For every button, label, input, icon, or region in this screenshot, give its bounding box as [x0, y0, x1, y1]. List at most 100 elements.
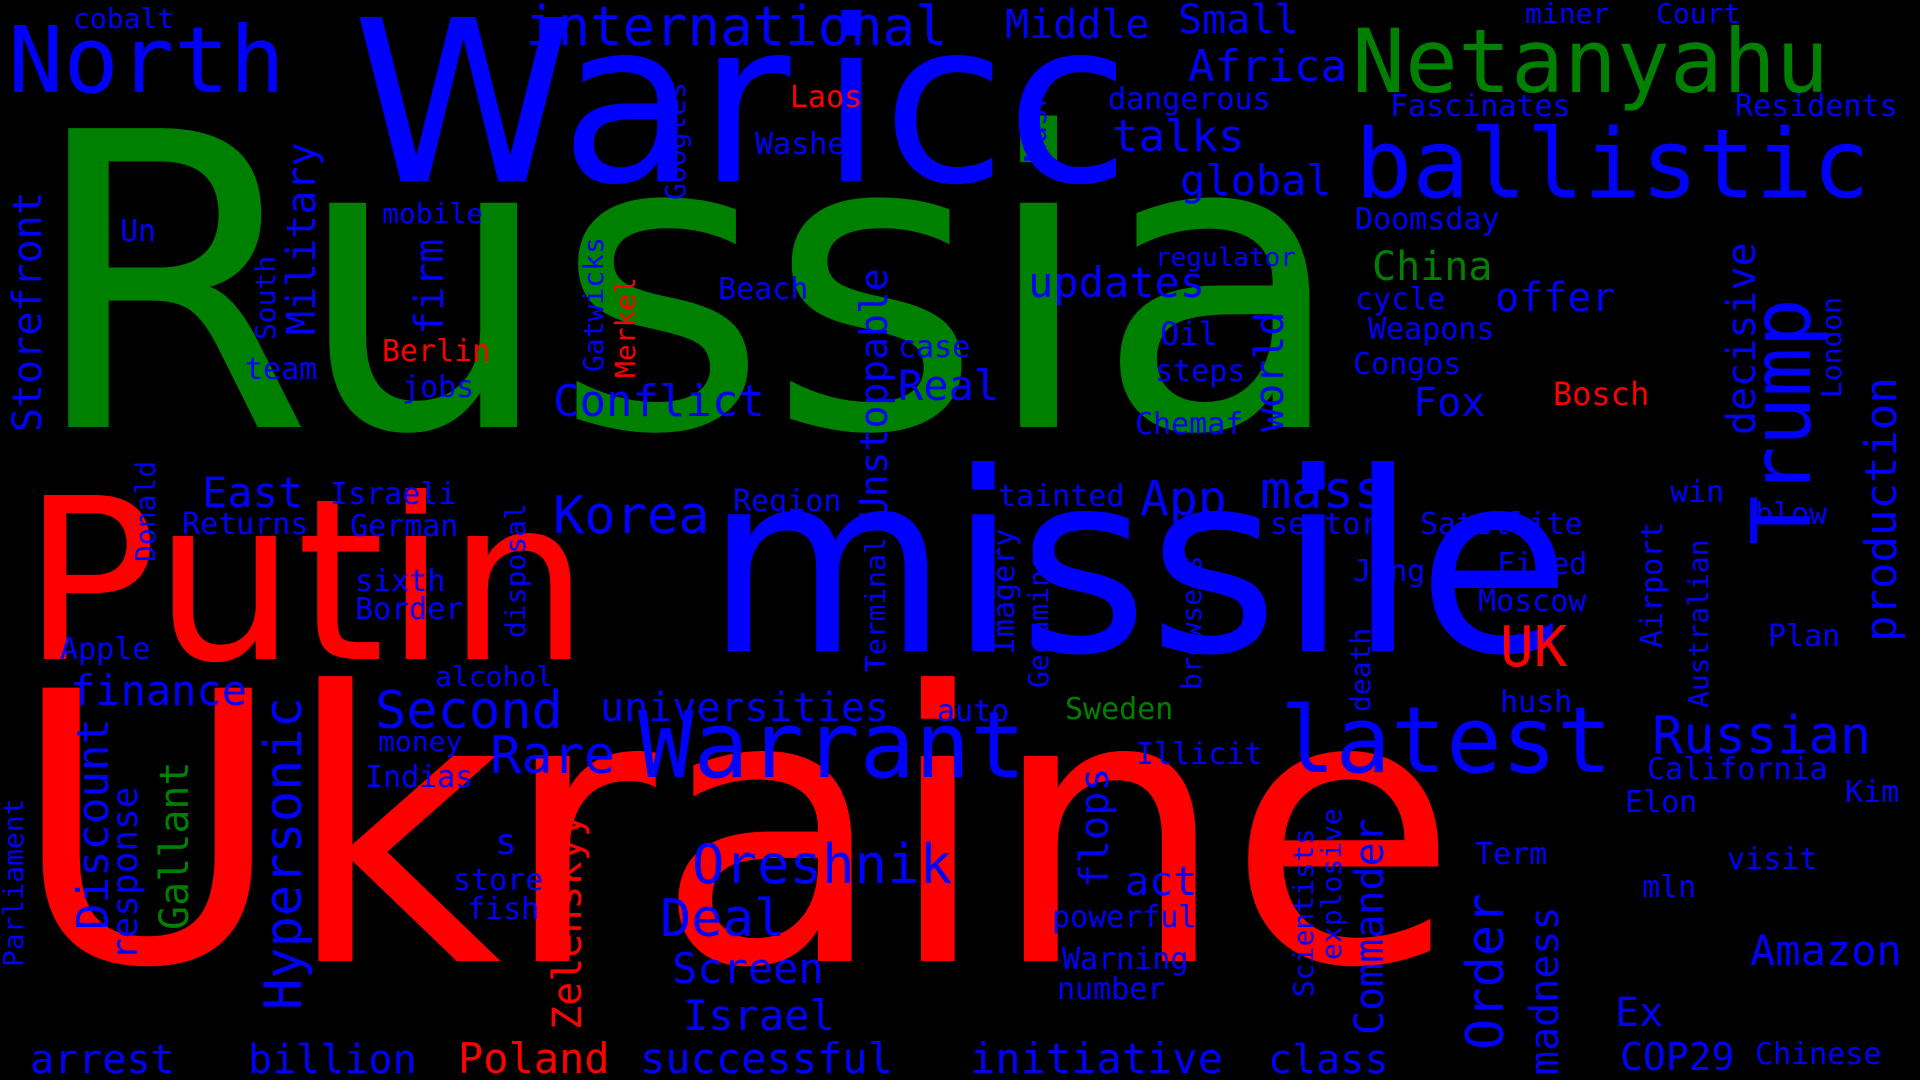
word-merkel: Merkel: [609, 276, 642, 378]
word-putin: Putin: [22, 451, 590, 713]
word-border: Border: [355, 592, 464, 627]
word-alcohol: alcohol: [435, 660, 554, 693]
word-powerful: powerful: [1052, 900, 1197, 935]
word-decisive: decisive: [1719, 242, 1765, 435]
word-blow: blow: [1755, 497, 1828, 532]
word-plan: Plan: [1768, 619, 1841, 654]
word-netanyahu: Netanyahu: [1352, 10, 1829, 113]
word-visit: visit: [1727, 842, 1818, 877]
word-team: team: [245, 352, 318, 387]
word-cop29: COP29: [1620, 1035, 1735, 1079]
word-finance: finance: [70, 666, 248, 715]
word-international: international: [525, 0, 948, 58]
word-class: class: [1268, 1037, 1389, 1080]
word-china: China: [1372, 244, 1493, 290]
word-storefront: Storefront: [5, 191, 51, 432]
word-dangerous: dangerous: [1108, 82, 1271, 117]
word-browsers: browsers: [1175, 555, 1208, 690]
word-number: number: [1057, 972, 1166, 1007]
word-offer: offer: [1495, 275, 1616, 321]
word-doomsday: Doomsday: [1355, 202, 1500, 237]
word-laos: Laos: [790, 80, 863, 115]
word-second: Second: [375, 681, 563, 741]
word-airport: Airport: [1635, 521, 1670, 648]
word-missile: missile: [705, 419, 1572, 710]
word-production: production: [1856, 377, 1907, 642]
word-money: money: [378, 725, 463, 758]
word-beach: Beach: [718, 272, 809, 307]
word-auto: auto: [937, 694, 1010, 729]
word-s: s: [495, 822, 517, 863]
word-gallant: Gallant: [152, 761, 198, 930]
word-googles: Googles: [659, 81, 692, 200]
word-successful: successful: [640, 1034, 893, 1080]
word-death: death: [1344, 627, 1377, 712]
word-bosch: Bosch: [1553, 375, 1650, 413]
word-london: London: [1815, 296, 1848, 398]
word-berlin: Berlin: [382, 334, 491, 369]
word-sixth: sixth: [355, 564, 446, 599]
word-returns: Returns: [182, 507, 309, 542]
word-cycle: cycle: [1355, 282, 1446, 317]
word-ballistic: ballistic: [1355, 110, 1870, 220]
word-kim: Kim: [1845, 775, 1900, 810]
word-cobalt: cobalt: [73, 2, 175, 35]
word-east: East: [202, 468, 304, 517]
word-hypersonic: Hypersonic: [254, 696, 314, 1010]
word-screen: Screen: [672, 944, 824, 993]
word-explosive: explosive: [1315, 808, 1348, 960]
word-rare: Rare: [490, 726, 616, 786]
word-scientists: Scientists: [1287, 828, 1320, 997]
word-israeli: Israeli: [330, 477, 457, 512]
word-order: Order: [1456, 893, 1516, 1050]
word-elon: Elon: [1625, 785, 1698, 820]
word-un: Un: [120, 214, 157, 249]
word-weapons: Weapons: [1368, 312, 1495, 347]
word-talks: talks: [1112, 111, 1245, 162]
word-indias: Indias: [365, 760, 474, 795]
word-parliament: Parliament: [0, 798, 30, 967]
word-korea: Korea: [553, 486, 710, 546]
word-initiative: initiative: [970, 1034, 1223, 1080]
word-middle: Middle: [1005, 2, 1150, 48]
word-fascinates: Fascinates: [1390, 89, 1571, 124]
word-case: case: [898, 330, 971, 365]
word-fish: fish: [467, 892, 540, 927]
word-icc: icc: [820, 0, 1130, 235]
word-miner: miner: [1525, 0, 1610, 30]
word-sweden: Sweden: [1065, 692, 1174, 727]
word-world: world: [1247, 311, 1293, 432]
word-store: store: [453, 863, 544, 898]
word-zelenskyy: Zelenskyy: [545, 813, 591, 1030]
word-win: win: [1670, 475, 1725, 510]
word-warrant: Warrant: [638, 692, 1026, 799]
word-court: Court: [1656, 0, 1741, 30]
word-term: Term: [1475, 837, 1548, 872]
word-california: California: [1647, 752, 1828, 787]
word-satellite: Satellite: [1420, 507, 1583, 542]
word-universities: universities: [600, 685, 889, 731]
word-sector: sector: [1270, 507, 1379, 542]
word-uk: UK: [1500, 615, 1568, 680]
word-north: North: [8, 7, 285, 114]
word-oreshnik: Oreshnik: [692, 833, 953, 896]
word-poland: Poland: [458, 1034, 610, 1080]
word-german: German: [350, 509, 459, 544]
word-madness: madness: [1522, 906, 1568, 1075]
word-regulator: regulator: [1155, 243, 1296, 273]
word-apple: Apple: [60, 632, 151, 667]
word-fired: Fired: [1497, 547, 1588, 582]
word-disposal: disposal: [499, 503, 532, 638]
word-mass: mass: [1260, 461, 1386, 521]
word-unstoppable: Unstoppable: [852, 268, 896, 520]
word-jong: Jong: [1353, 554, 1426, 589]
word-russian: Russian: [1652, 706, 1872, 766]
word-moscow: Moscow: [1478, 584, 1587, 619]
word-small: Small: [1178, 0, 1299, 43]
word-act: act: [1125, 859, 1198, 905]
word-washes: Washes: [755, 127, 864, 162]
word-imagery: Imagery: [987, 528, 1022, 655]
word-illicit: Illicit: [1136, 737, 1263, 772]
word-arrest: arrest: [30, 1037, 175, 1080]
